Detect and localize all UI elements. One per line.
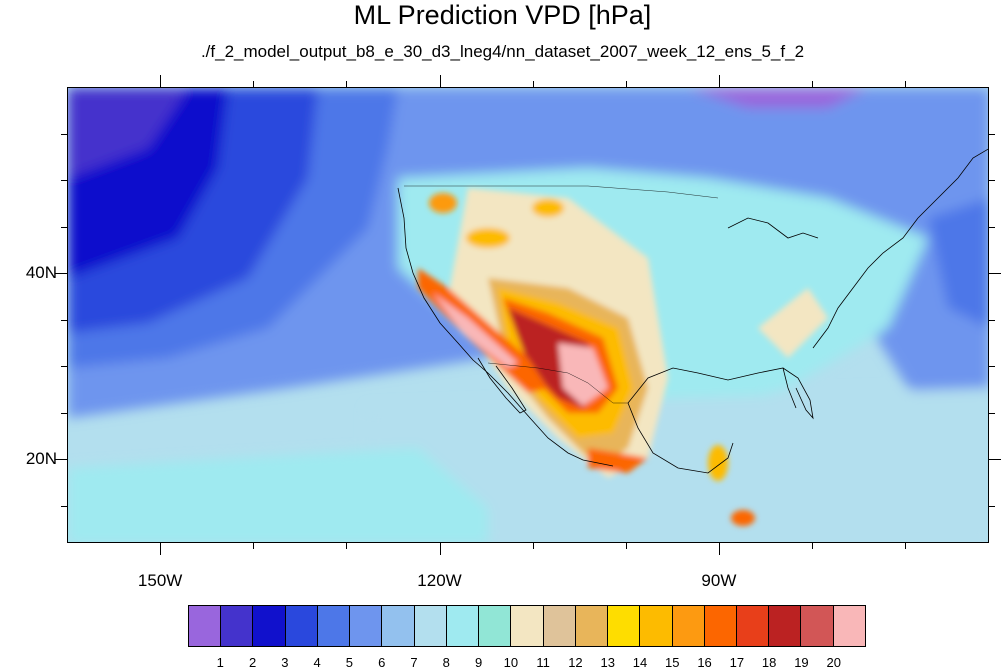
colorbar-box — [801, 606, 834, 646]
colorbar-box — [704, 606, 737, 646]
idaho-spot — [429, 193, 457, 213]
lon-label: 150W — [137, 571, 183, 590]
colorbar-box — [833, 606, 865, 646]
colorbar-label: 7 — [410, 655, 418, 670]
lon-tick-bottom — [718, 543, 720, 555]
colorbar-label: 12 — [568, 655, 583, 670]
mexico-east — [627, 402, 734, 474]
hudson-region — [688, 88, 868, 108]
colorbar-label: 14 — [632, 655, 648, 670]
colorbar-box — [672, 606, 705, 646]
colorbar-box — [479, 606, 512, 646]
us-mexico-border — [487, 362, 628, 404]
lon-tick-top — [718, 75, 720, 87]
colorbar-box — [382, 606, 415, 646]
lon-tick-bottom — [160, 543, 162, 555]
lat-label: 20N — [25, 449, 57, 469]
us-canada-border — [404, 185, 719, 199]
mexico-south — [588, 448, 648, 473]
lon-tick-top — [439, 75, 441, 87]
colorbar-box — [575, 606, 609, 646]
colorbar-label: 15 — [665, 655, 680, 670]
yucatan-spot — [708, 445, 728, 481]
map-subtitle: ./f_2_model_output_b8_e_30_d3_lneg4/nn_d… — [200, 42, 805, 61]
colorbar-label: 3 — [281, 655, 289, 670]
lon-tick-top — [160, 75, 162, 87]
colorbar-label: 5 — [345, 655, 354, 670]
lat-tick-right — [989, 180, 995, 182]
lon-tick-bottom — [532, 543, 534, 549]
southeast-dry — [758, 288, 828, 358]
lon-tick-bottom — [439, 543, 441, 555]
nevada-spot — [466, 228, 510, 248]
vpd-map — [67, 87, 989, 543]
colorbar-box — [285, 606, 318, 646]
borders — [404, 185, 719, 404]
central-america-spot — [731, 510, 755, 526]
colorbar-box — [543, 606, 576, 646]
colorbar-box — [446, 606, 480, 646]
colorbar-box — [317, 606, 351, 646]
colorbar-label: 2 — [248, 655, 257, 670]
colorbar-label: 6 — [378, 655, 386, 670]
colorbar-label: 8 — [442, 655, 450, 670]
colorbar-box — [350, 606, 383, 646]
lon-tick-bottom — [625, 543, 627, 549]
colorbar-label: 11 — [536, 655, 550, 670]
colorbar-label: 13 — [600, 655, 615, 670]
lon-tick-bottom — [346, 543, 348, 549]
colorbar-label: 20 — [826, 655, 841, 670]
colorbar-box — [414, 606, 447, 646]
colorbar-label: 17 — [729, 655, 745, 670]
lat-label: 40N — [25, 263, 57, 283]
colorbar-label: 4 — [313, 655, 321, 670]
vpd-field — [68, 88, 988, 542]
lat-tick-right — [989, 319, 995, 321]
lon-tick-bottom — [253, 543, 255, 549]
colorbar-box — [736, 606, 770, 646]
gulf-coast — [627, 367, 797, 409]
map-title: ML Prediction VPD [hPa] — [353, 0, 652, 30]
colorbar-label: 19 — [794, 655, 809, 670]
atlantic-band-dark — [928, 198, 988, 328]
colorbar-box — [640, 606, 673, 646]
canada-east — [917, 148, 988, 219]
wyoming-spot — [532, 199, 564, 217]
colorbar-box — [511, 606, 544, 646]
colorbar — [188, 605, 866, 647]
lon-label: 120W — [417, 571, 462, 590]
coastlines — [397, 148, 988, 474]
lon-tick-bottom — [905, 543, 907, 549]
colorbar-label: 10 — [503, 655, 519, 670]
colorbar-box — [608, 606, 641, 646]
lon-label: 90W — [701, 571, 737, 590]
colorbar-box — [189, 606, 222, 646]
lat-tick-right — [989, 133, 995, 135]
lon-tick-bottom — [812, 543, 814, 549]
lat-tick-right — [989, 273, 1001, 275]
us-east-coast — [812, 217, 919, 349]
colorbar-box — [221, 606, 254, 646]
south-waters — [368, 388, 988, 542]
colorbar-box — [253, 606, 286, 646]
colorbar-label: 1 — [216, 655, 224, 670]
colorbar-box — [769, 606, 802, 646]
pacific-band-2 — [68, 88, 188, 178]
california-core — [433, 293, 518, 368]
florida — [782, 367, 814, 420]
south-pacific-cyan — [68, 448, 488, 542]
lat-tick-right — [989, 459, 1001, 461]
colorbar-label: 9 — [474, 655, 483, 670]
lat-tick-right — [989, 505, 995, 507]
colorbar-label: 18 — [761, 655, 777, 670]
great-lakes — [727, 217, 819, 239]
dry-band-20 — [558, 343, 608, 406]
lat-tick-right — [989, 366, 995, 368]
colorbar-label: 16 — [697, 655, 712, 670]
baja — [477, 357, 527, 414]
lat-tick-right — [989, 412, 995, 414]
us-west-coast — [397, 187, 614, 467]
lat-tick-right — [989, 226, 995, 228]
